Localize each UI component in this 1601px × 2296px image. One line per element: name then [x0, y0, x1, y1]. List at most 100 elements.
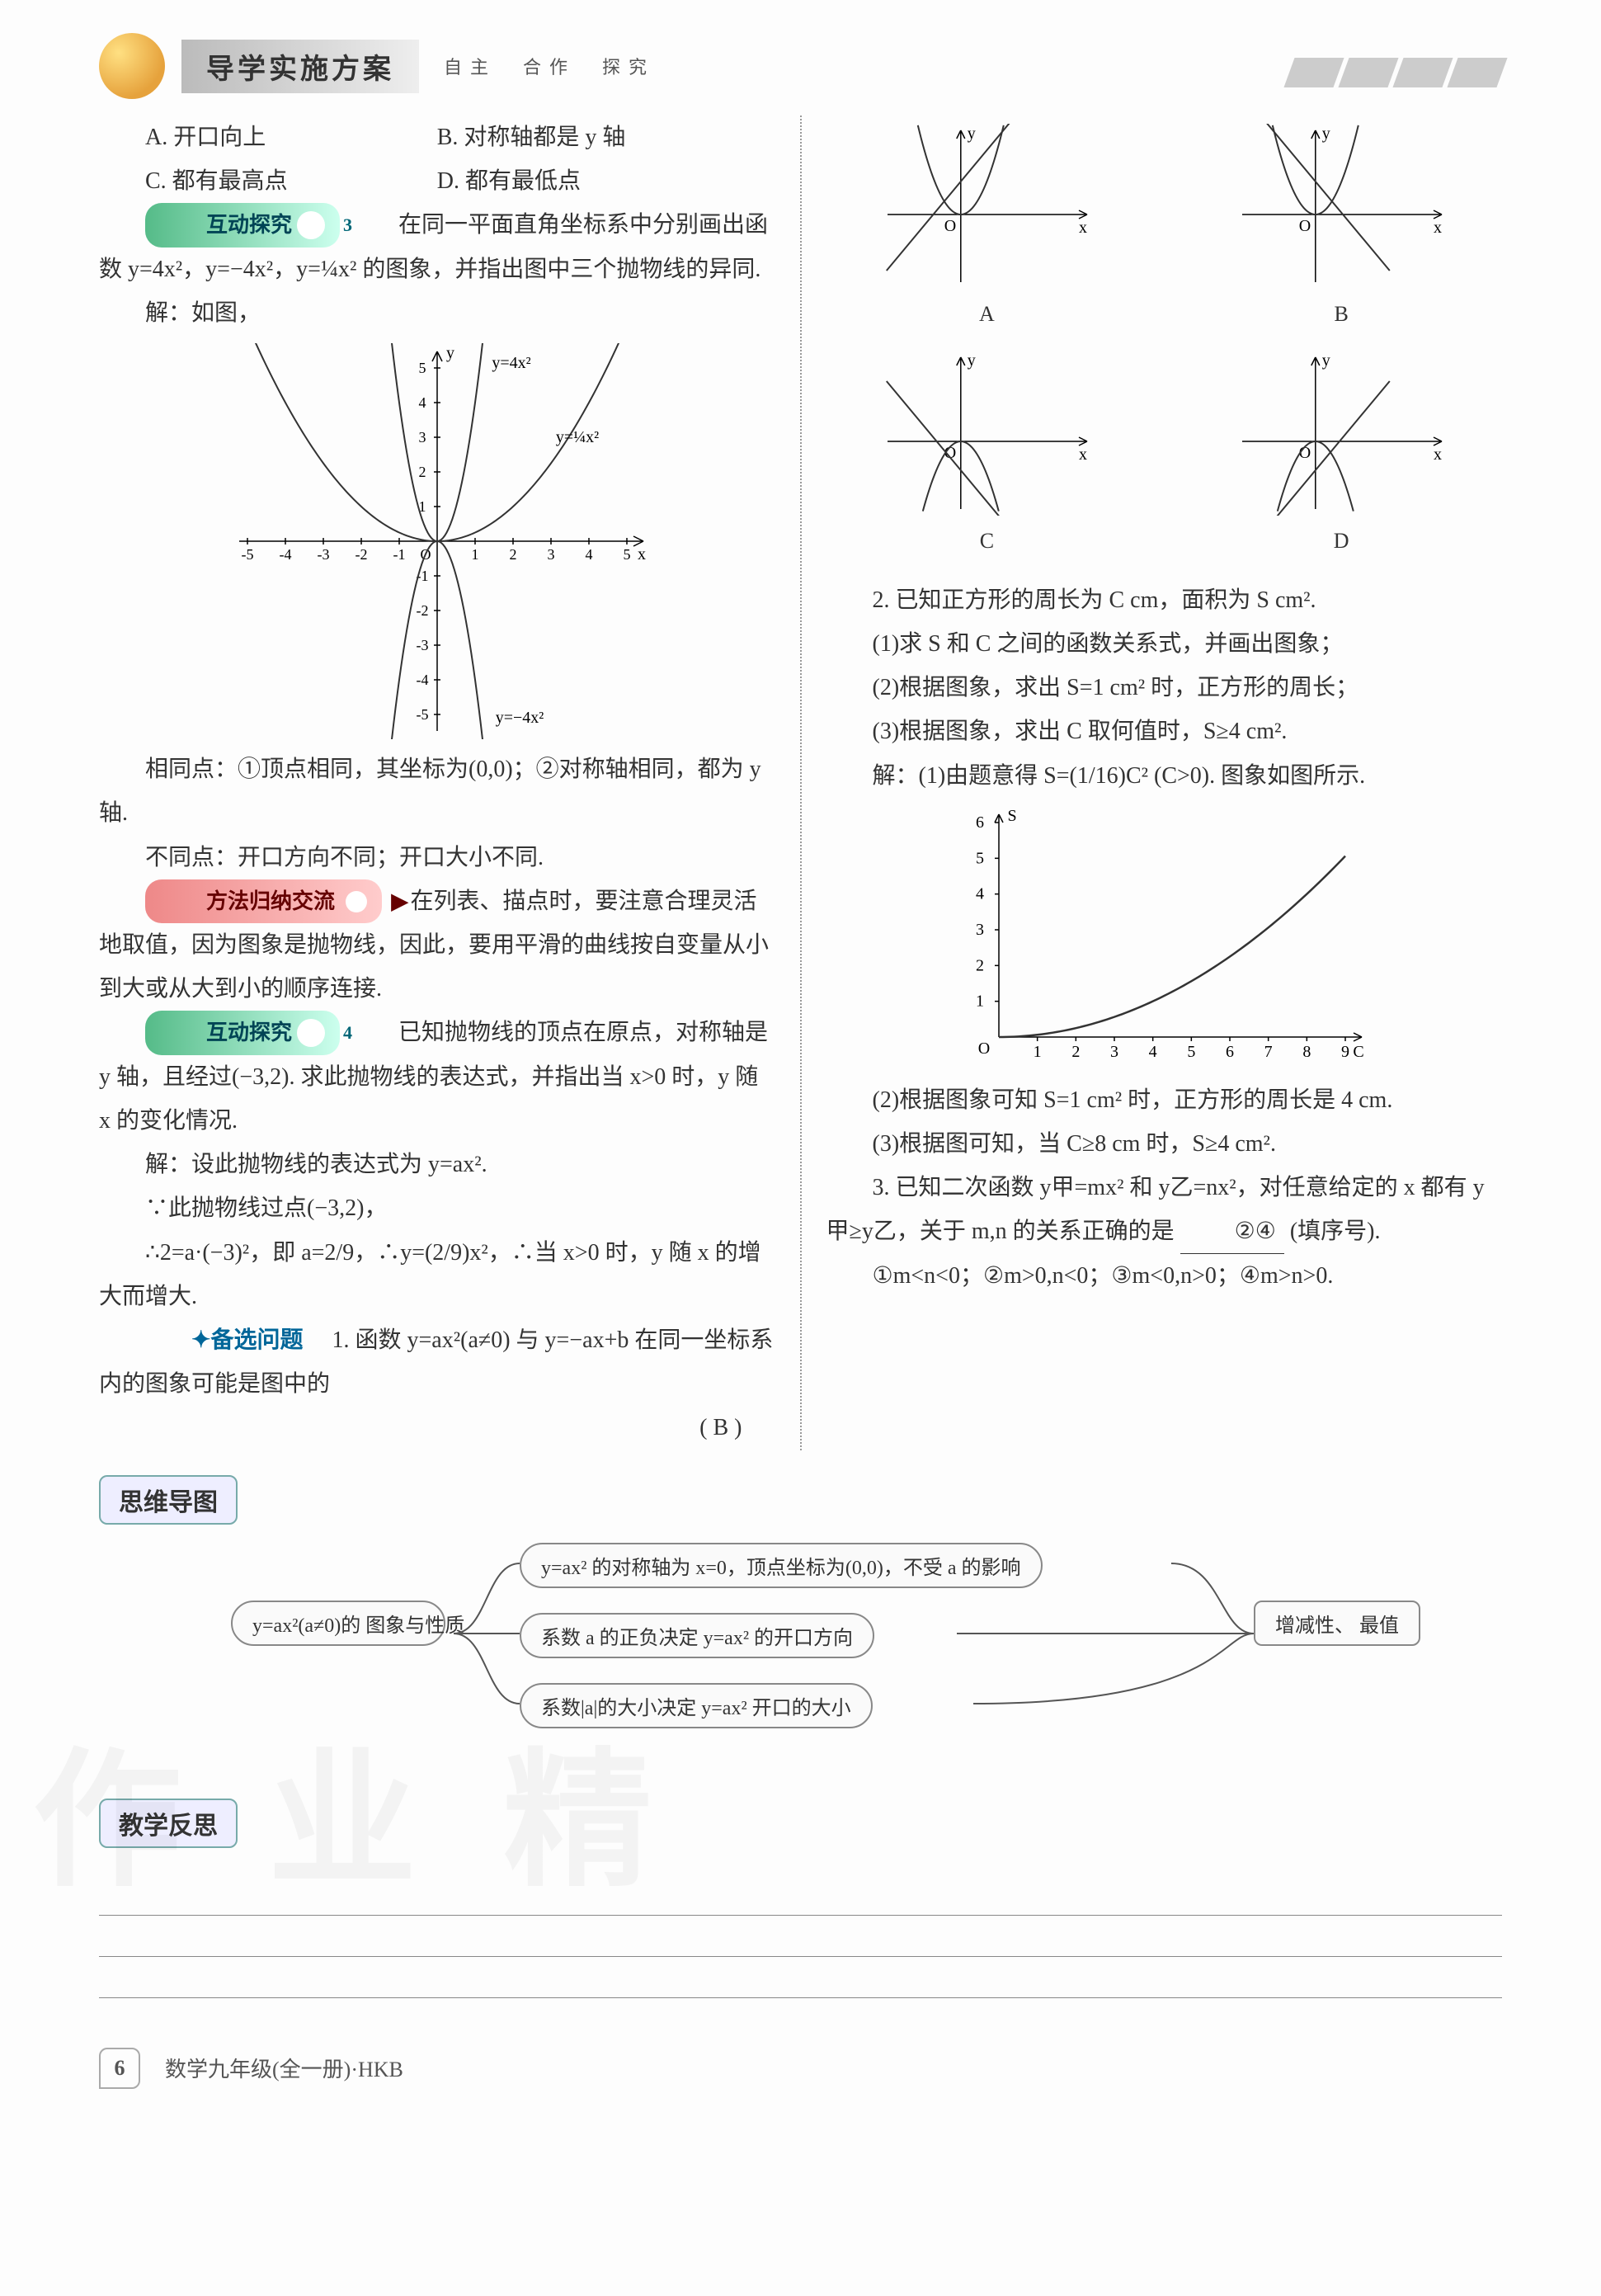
explore-tag-label: 互动探究 — [160, 205, 292, 245]
svg-text:3: 3 — [547, 546, 554, 563]
explore-tag-num: 3 — [297, 211, 325, 239]
svg-text:7: 7 — [1264, 1043, 1273, 1061]
svg-text:y: y — [968, 125, 976, 143]
option-a: A. 开口向上 — [99, 116, 437, 159]
mini-chart-a-svg: x y O — [879, 124, 1094, 289]
mindmap-right: 增减性、 最值 — [1254, 1601, 1420, 1646]
option-d: D. 都有最低点 — [437, 159, 775, 203]
method-block: 方法归纳交流 ▶ 在列表、描点时，要注意合理灵活地取值，因为图象是抛物线，因此，… — [99, 879, 775, 1011]
svg-text:4: 4 — [976, 884, 984, 903]
svg-text:O: O — [944, 217, 956, 235]
p4-sol1: 解：设此抛物线的表达式为 y=ax². — [99, 1143, 775, 1186]
mini-chart-c: xyO C — [859, 351, 1115, 561]
alt-answer: ( B ) — [699, 1406, 742, 1450]
mindmap-title: 思维导图 — [99, 1475, 238, 1525]
svg-text:y: y — [1322, 125, 1330, 143]
mini-charts-grid: xyO A xyO B xyO C xyO D — [859, 124, 1470, 562]
q2-sol2: (2)根据图象可知 S=1 cm² 时，正方形的周长是 4 cm. — [826, 1078, 1503, 1122]
alt-tag: ✦备选问题 — [145, 1318, 303, 1362]
svg-text:O: O — [978, 1040, 990, 1058]
svg-text:5: 5 — [1188, 1043, 1196, 1061]
svg-text:2: 2 — [976, 956, 984, 974]
explore-tag-4-label: 互动探究 — [160, 1012, 292, 1053]
q3-suffix: (填序号). — [1290, 1219, 1381, 1244]
svg-text:x: x — [1079, 219, 1087, 237]
left-column: A. 开口向上 B. 对称轴都是 y 轴 C. 都有最高点 D. 都有最低点 互… — [99, 116, 775, 1450]
svg-text:y: y — [1322, 351, 1330, 370]
s-c-chart-svg: OCS123456789123456 — [958, 806, 1370, 1070]
mini-chart-c-svg: xyO — [879, 351, 1094, 516]
q2-intro: 2. 已知正方形的周长为 C cm，面积为 S cm². — [826, 578, 1503, 622]
page: 作 业 精 导学实施方案 自主 合作 探究 A. 开口向上 B. 对称轴都是 y… — [0, 0, 1601, 2296]
svg-text:x: x — [1079, 446, 1087, 464]
svg-text:-5: -5 — [241, 546, 253, 563]
q2-part2: (2)根据图象，求出 S=1 cm² 时，正方形的周长； — [826, 666, 1503, 710]
svg-text:y=−4x²: y=−4x² — [495, 709, 544, 727]
svg-text:x: x — [1434, 446, 1442, 464]
svg-text:3: 3 — [1110, 1043, 1118, 1061]
mindmap-node-1: y=ax² 的对称轴为 x=0，顶点坐标为(0,0)，不受 a 的影响 — [520, 1543, 1043, 1588]
explore-tag-3: 互动探究 3 — [145, 203, 340, 247]
solution-label: 解：如图， — [99, 291, 775, 335]
mini-chart-b-label: B — [1334, 294, 1348, 334]
svg-text:3: 3 — [976, 921, 984, 939]
mindmap-node-3: 系数|a|的大小决定 y=ax² 开口的大小 — [520, 1683, 873, 1728]
mini-chart-c-label: C — [980, 521, 994, 561]
diff-points: 不同点：开口方向不同；开口大小不同. — [99, 836, 775, 879]
q2-sol1: 解：(1)由题意得 S=(1/16)C² (C>0). 图象如图所示. — [826, 754, 1503, 798]
reflection-title: 教学反思 — [99, 1799, 238, 1848]
svg-text:2: 2 — [509, 546, 516, 563]
svg-text:2: 2 — [1072, 1043, 1081, 1061]
svg-text:y: y — [446, 344, 454, 362]
mini-chart-a-label: A — [979, 294, 995, 334]
reflection-line — [99, 1957, 1502, 1998]
mini-chart-d-label: D — [1334, 521, 1349, 561]
svg-text:O: O — [1299, 217, 1311, 235]
mini-chart-d: xyO D — [1213, 351, 1469, 561]
chart-s-c: OCS123456789123456 — [826, 806, 1503, 1070]
svg-text:9: 9 — [1341, 1043, 1349, 1061]
explore-tag-4: 互动探究 4 — [145, 1011, 340, 1054]
svg-text:y=4x²: y=4x² — [492, 354, 530, 372]
footer-text: 数学九年级(全一册)·HKB — [165, 2053, 403, 2083]
alt-question-block: ✦备选问题 1. 函数 y=ax²(a≠0) 与 y=−ax+b 在同一坐标系内… — [99, 1318, 775, 1406]
alt-tag-label: 备选问题 — [210, 1327, 303, 1353]
arrow-icon: ▶ — [346, 891, 367, 912]
q3-block: 3. 已知二次函数 y甲=mx² 和 y乙=nx²，对任意给定的 x 都有 y甲… — [826, 1166, 1503, 1254]
svg-text:6: 6 — [976, 813, 984, 832]
p4-sol2: ∵此抛物线过点(−3,2)， — [99, 1186, 775, 1230]
svg-text:S: S — [1008, 807, 1017, 825]
q2-part3: (3)根据图象，求出 C 取何值时，S≥4 cm². — [826, 710, 1503, 753]
svg-text:8: 8 — [1303, 1043, 1311, 1061]
header-stripes-icon — [1289, 58, 1502, 87]
svg-text:-3: -3 — [416, 637, 428, 653]
svg-text:1: 1 — [1034, 1043, 1042, 1061]
explore-tag-4-num: 4 — [297, 1019, 325, 1047]
column-divider — [800, 116, 802, 1450]
svg-text:-4: -4 — [279, 546, 291, 563]
same-points: 相同点：①顶点相同，其坐标为(0,0)；②对称轴相同，都为 y 轴. — [99, 747, 775, 835]
right-column: x y O A x y O B x y O C x y O D 2. 已知正方形的周长为 C c… — [826, 116, 1503, 1450]
svg-text:-5: -5 — [416, 706, 428, 723]
header-title: 导学实施方案 — [181, 40, 419, 93]
mini-chart-b: xyO B — [1213, 124, 1469, 334]
option-c: C. 都有最高点 — [99, 159, 437, 203]
svg-text:-3: -3 — [317, 546, 329, 563]
chart-parabolas: xy-5-4-3-2-112345-5-4-3-2-112345Oy=4x²y=… — [99, 343, 775, 739]
q2-part1: (1)求 S 和 C 之间的函数关系式，并画出图象； — [826, 622, 1503, 666]
svg-text:-2: -2 — [416, 602, 428, 619]
mindmap-node-2: 系数 a 的正负决定 y=ax² 的开口方向 — [520, 1613, 874, 1658]
page-footer: 6 数学九年级(全一册)·HKB — [99, 2048, 1502, 2089]
option-b: B. 对称轴都是 y 轴 — [437, 116, 775, 159]
q2-sol3: (3)根据图可知，当 C≥8 cm 时，S≥4 cm². — [826, 1122, 1503, 1166]
main-two-columns: A. 开口向上 B. 对称轴都是 y 轴 C. 都有最高点 D. 都有最低点 互… — [99, 116, 1502, 1450]
mindmap: y=ax²(a≠0)的 图象与性质 y=ax² 的对称轴为 x=0，顶点坐标为(… — [132, 1535, 1469, 1749]
reflection-line — [99, 1874, 1502, 1916]
page-number: 6 — [99, 2048, 140, 2089]
svg-text:5: 5 — [418, 360, 426, 376]
explore-3-block: 互动探究 3 在同一平面直角坐标系中分别画出函数 y=4x²，y=−4x²，y=… — [99, 203, 775, 291]
svg-text:x: x — [638, 545, 646, 563]
q3-answer-blank: ②④ — [1180, 1209, 1284, 1254]
svg-text:y: y — [968, 351, 976, 370]
svg-text:y=¼x²: y=¼x² — [556, 428, 599, 446]
